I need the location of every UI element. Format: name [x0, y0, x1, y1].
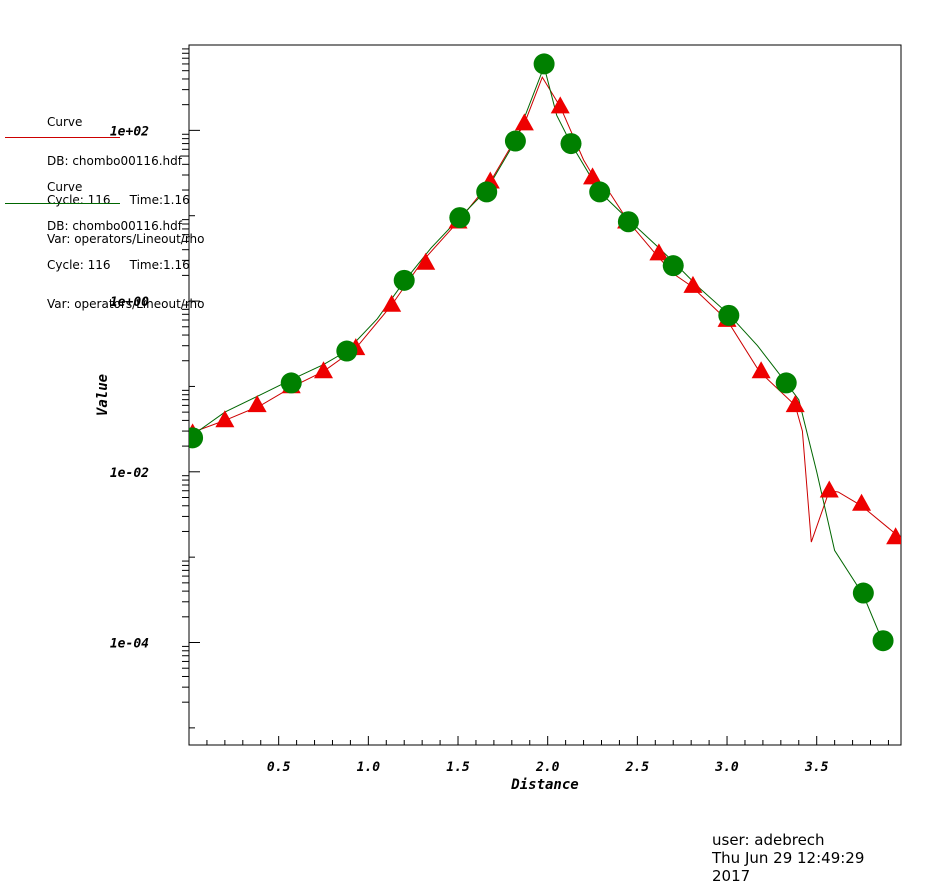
legend-swatch-1: [5, 137, 120, 138]
series-2-point: [280, 372, 302, 394]
series-1-point: [382, 294, 402, 312]
series-2-point: [393, 269, 415, 291]
x-tick-label: 1.5: [446, 760, 470, 775]
series-2-point: [872, 630, 894, 652]
x-axis-title: Distance: [510, 777, 578, 793]
series-1-point: [886, 527, 901, 545]
x-axis-ticks: 0.5 1.0 1.5 2.0 2.5 3.0 3.5: [206, 736, 889, 775]
y-axis-title: Value: [95, 374, 111, 416]
series-1-point: [314, 361, 334, 379]
x-tick-label: 2.5: [625, 760, 650, 775]
y-axis-ticks: 1e-04 1e-02 1e+00 1e+02: [110, 44, 200, 729]
x-tick-label: 2.0: [535, 760, 560, 775]
x-tick-label: 3.0: [714, 760, 739, 775]
series-2-line: [190, 64, 884, 643]
series-2-point: [449, 207, 471, 229]
footer-date: Thu Jun 29 12:49:29 2017: [712, 849, 865, 885]
series-1-line: [189, 76, 898, 543]
series-1-point: [852, 493, 872, 511]
legend-time: Time:1.16: [129, 193, 190, 207]
plot-frame: [188, 44, 902, 746]
legend-time: Time:1.16: [129, 258, 190, 272]
series-1-point: [649, 243, 669, 261]
legend-entry-2: Curve DB: chombo00116.hdf Cycle: 116 Tim…: [47, 155, 205, 324]
series-1-point: [247, 395, 267, 413]
footer-user: user: adebrech: [712, 831, 825, 849]
x-tick-label: 3.5: [804, 760, 829, 775]
series-2-point: [589, 181, 611, 203]
series-1-point: [215, 410, 235, 428]
series-2-point: [852, 582, 874, 604]
series-2-point: [189, 427, 204, 449]
series-1-point: [416, 252, 436, 270]
legend-title: Curve: [47, 180, 83, 194]
series-2-point: [662, 255, 684, 277]
series-2-point: [504, 130, 526, 152]
series-2-point: [617, 211, 639, 233]
y-tick-label: 1e-02: [110, 466, 149, 481]
y-tick-label: 1e+00: [110, 295, 149, 310]
series-2-point: [533, 53, 555, 75]
legend-title: Curve: [47, 115, 83, 129]
x-tick-label: 0.5: [267, 760, 291, 775]
legend-db: DB: chombo00116.hdf: [47, 219, 182, 233]
series-2-point: [718, 304, 740, 326]
y-tick-label: 1e-04: [110, 637, 149, 652]
series-1-point: [785, 395, 805, 413]
series-2-point: [476, 181, 498, 203]
series-1-point: [683, 275, 703, 293]
series-1-point: [819, 480, 839, 498]
legend-var: Var: operators/Lineout/rho: [47, 297, 205, 311]
series-2-point: [336, 340, 358, 362]
x-tick-label: 1.0: [357, 760, 381, 775]
legend-db: DB: chombo00116.hdf: [47, 154, 182, 168]
series-1-point: [583, 167, 603, 185]
series-1-point: [751, 361, 771, 379]
series-layer: [189, 53, 901, 652]
series-1-point: [550, 96, 570, 114]
y-tick-label: 1e+02: [110, 124, 149, 139]
legend-cycle: Cycle: 116: [47, 258, 111, 272]
series-1-point: [514, 113, 534, 131]
legend-swatch-2: [5, 203, 120, 204]
legend-entry-1: Curve DB: chombo00116.hdf Cycle: 116 Tim…: [47, 90, 205, 259]
legend-var: Var: operators/Lineout/rho: [47, 232, 205, 246]
series-2-point: [560, 133, 582, 155]
legend-cycle-time: Cycle: 116 Time:1.16: [47, 259, 205, 272]
series-2-point: [775, 372, 797, 394]
